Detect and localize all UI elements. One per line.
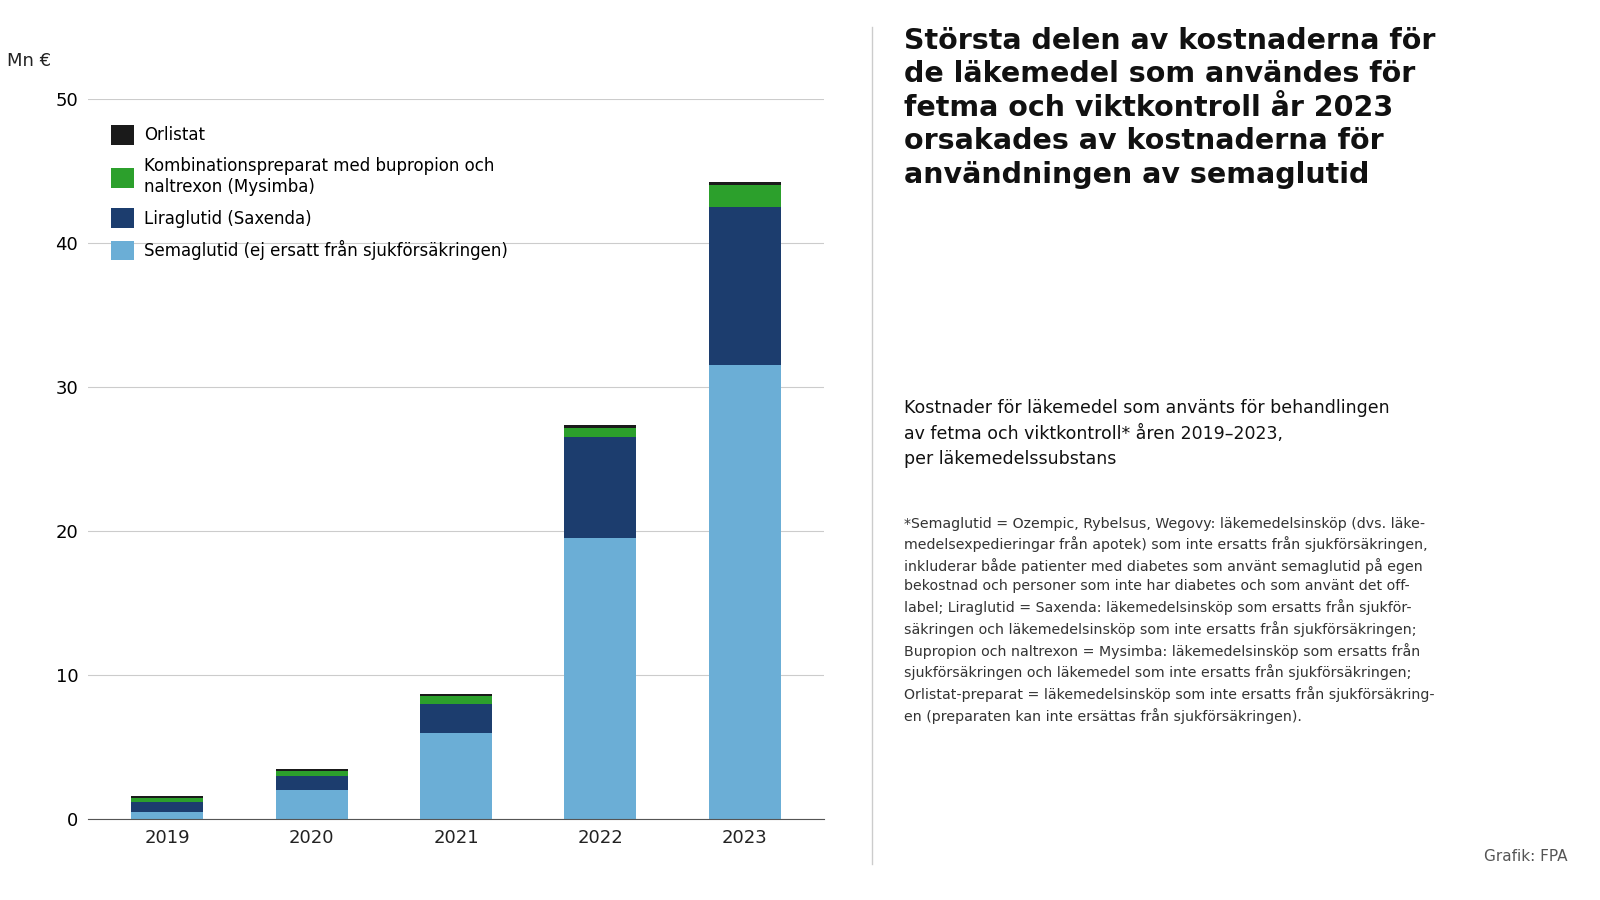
Bar <box>565 437 637 538</box>
Bar <box>419 694 493 696</box>
Legend: Orlistat, Kombinationspreparat med bupropion och
naltrexon (Mysimba), Liraglutid: Orlistat, Kombinationspreparat med bupro… <box>110 125 509 260</box>
Bar <box>275 790 347 819</box>
Bar <box>419 704 493 733</box>
Bar <box>275 769 347 770</box>
Bar <box>709 185 781 207</box>
Bar <box>275 770 347 776</box>
Text: Grafik: FPA: Grafik: FPA <box>1485 849 1568 864</box>
Bar <box>131 798 203 802</box>
Bar <box>131 796 203 798</box>
Bar <box>565 428 637 437</box>
Bar <box>131 812 203 819</box>
Bar <box>709 182 781 185</box>
Text: Mn €: Mn € <box>6 52 51 70</box>
Bar <box>709 207 781 365</box>
Bar <box>275 776 347 790</box>
Bar <box>565 538 637 819</box>
Text: Kostnader för läkemedel som använts för behandlingen
av fetma och viktkontroll* : Kostnader för läkemedel som använts för … <box>904 400 1390 468</box>
Bar <box>709 365 781 819</box>
Bar <box>419 696 493 704</box>
Text: Största delen av kostnaderna för
de läkemedel som användes för
fetma och viktkon: Största delen av kostnaderna för de läke… <box>904 27 1435 189</box>
Text: *Semaglutid = Ozempic, Rybelsus, Wegovy: läkemedelsinsköp (dvs. läke-
medelsexpe: *Semaglutid = Ozempic, Rybelsus, Wegovy:… <box>904 517 1435 724</box>
Bar <box>565 426 637 428</box>
Bar <box>419 733 493 819</box>
Bar <box>131 802 203 812</box>
